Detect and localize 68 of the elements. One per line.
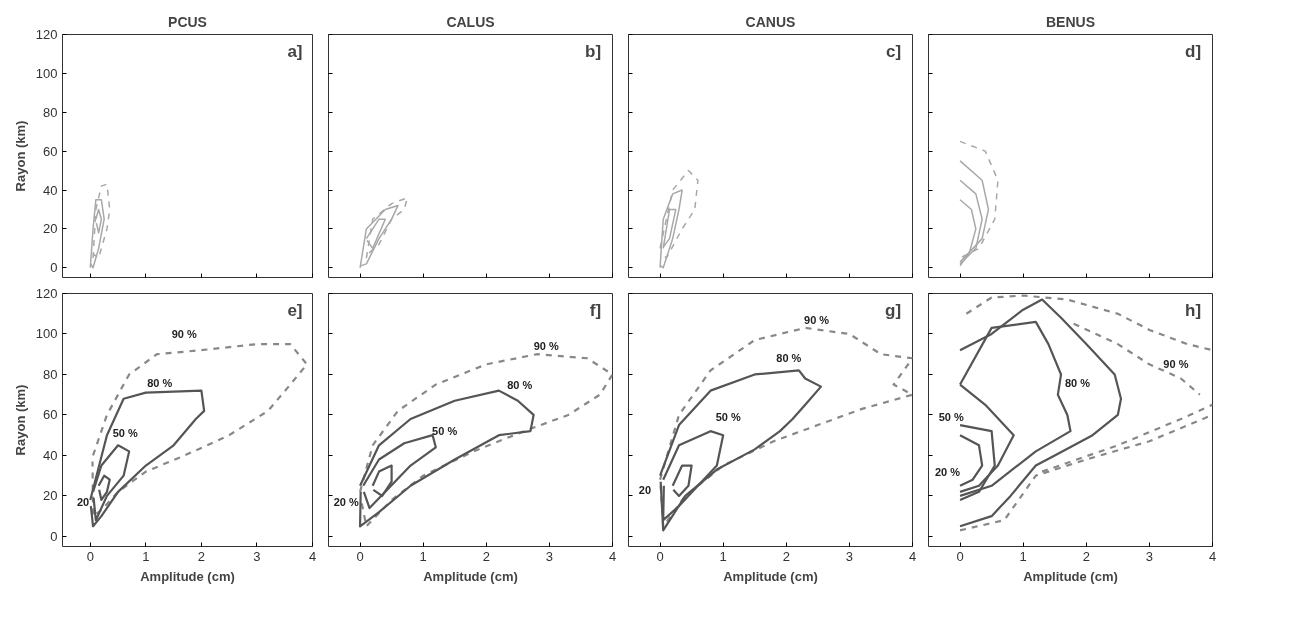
annotation: 20 [76,495,90,508]
annotation: g] [885,301,902,321]
y-tick-label: 20 [43,488,58,504]
annotation: 50 % [432,425,458,438]
x-tick-label: 4 [908,548,917,564]
y-tick-label: 60 [43,143,58,159]
annotation: 90 % [533,340,559,353]
annotation: 90 % [171,327,197,340]
annotation: d] [1185,41,1202,61]
annotation: 50 % [938,410,964,423]
chart-title: BENUS [1046,13,1096,30]
annotation: f] [589,301,602,321]
annotation: 80 % [507,378,533,391]
y-tick-label: 80 [43,104,58,120]
x-tick-label: 4 [1208,548,1217,564]
y-tick-label: 40 [43,182,58,198]
y-tick-label: 40 [43,447,58,463]
annotation: 90 % [804,313,830,326]
annotation: 20 [638,483,652,496]
y-tick-label: 120 [35,286,58,301]
x-tick-label: 4 [308,548,317,564]
y-tick-label: 20 [43,221,58,237]
x-tick-label: 4 [608,548,617,564]
chart-title: CALUS [446,13,495,30]
x-tick-label: 1 [142,548,150,564]
x-axis-title: Amplitude (cm) [423,568,518,584]
annotation: 80 % [776,352,802,365]
x-tick-label: 0 [656,548,664,564]
y-tick-label: 0 [50,260,58,276]
annotation: b] [585,41,602,61]
x-tick-label: 2 [482,548,490,564]
x-tick-label: 0 [956,548,964,564]
annotation: 20 % [934,465,961,478]
annotation: a] [287,41,303,61]
y-axis-title: Rayon (km) [12,384,28,456]
annotation: 50 % [112,427,139,440]
x-tick-label: 3 [545,548,554,564]
x-tick-label: 3 [845,548,854,564]
x-axis-title: Amplitude (cm) [140,568,235,584]
annotation: h] [1185,301,1202,321]
y-tick-label: 100 [35,65,58,81]
y-tick-label: 120 [35,27,58,42]
annotation: e] [287,301,303,321]
x-tick-label: 1 [419,548,427,564]
x-tick-label: 0 [86,548,94,564]
x-axis-title: Amplitude (cm) [723,568,818,584]
y-tick-label: 0 [50,528,58,544]
x-tick-label: 1 [1019,548,1027,564]
annotation: 80 % [1064,376,1091,389]
x-tick-label: 1 [719,548,727,564]
x-tick-label: 2 [782,548,790,564]
y-tick-label: 80 [43,366,58,382]
x-axis-title: Amplitude (cm) [1023,568,1118,584]
x-tick-label: 2 [1082,548,1090,564]
x-tick-label: 0 [356,548,364,564]
chart-title: CANUS [745,13,796,30]
x-tick-label: 3 [253,548,261,564]
annotation: c] [886,41,902,61]
annotation: 80 % [147,376,173,389]
y-tick-label: 100 [35,326,58,342]
y-axis-title: Rayon (km) [12,120,28,192]
x-tick-label: 3 [1145,548,1154,564]
annotation: 20 % [333,495,359,508]
annotation: 90 % [1163,358,1189,371]
x-tick-label: 2 [197,548,206,564]
annotation: 50 % [715,410,741,423]
chart-title: PCUS [168,13,207,30]
y-tick-label: 60 [43,407,58,423]
